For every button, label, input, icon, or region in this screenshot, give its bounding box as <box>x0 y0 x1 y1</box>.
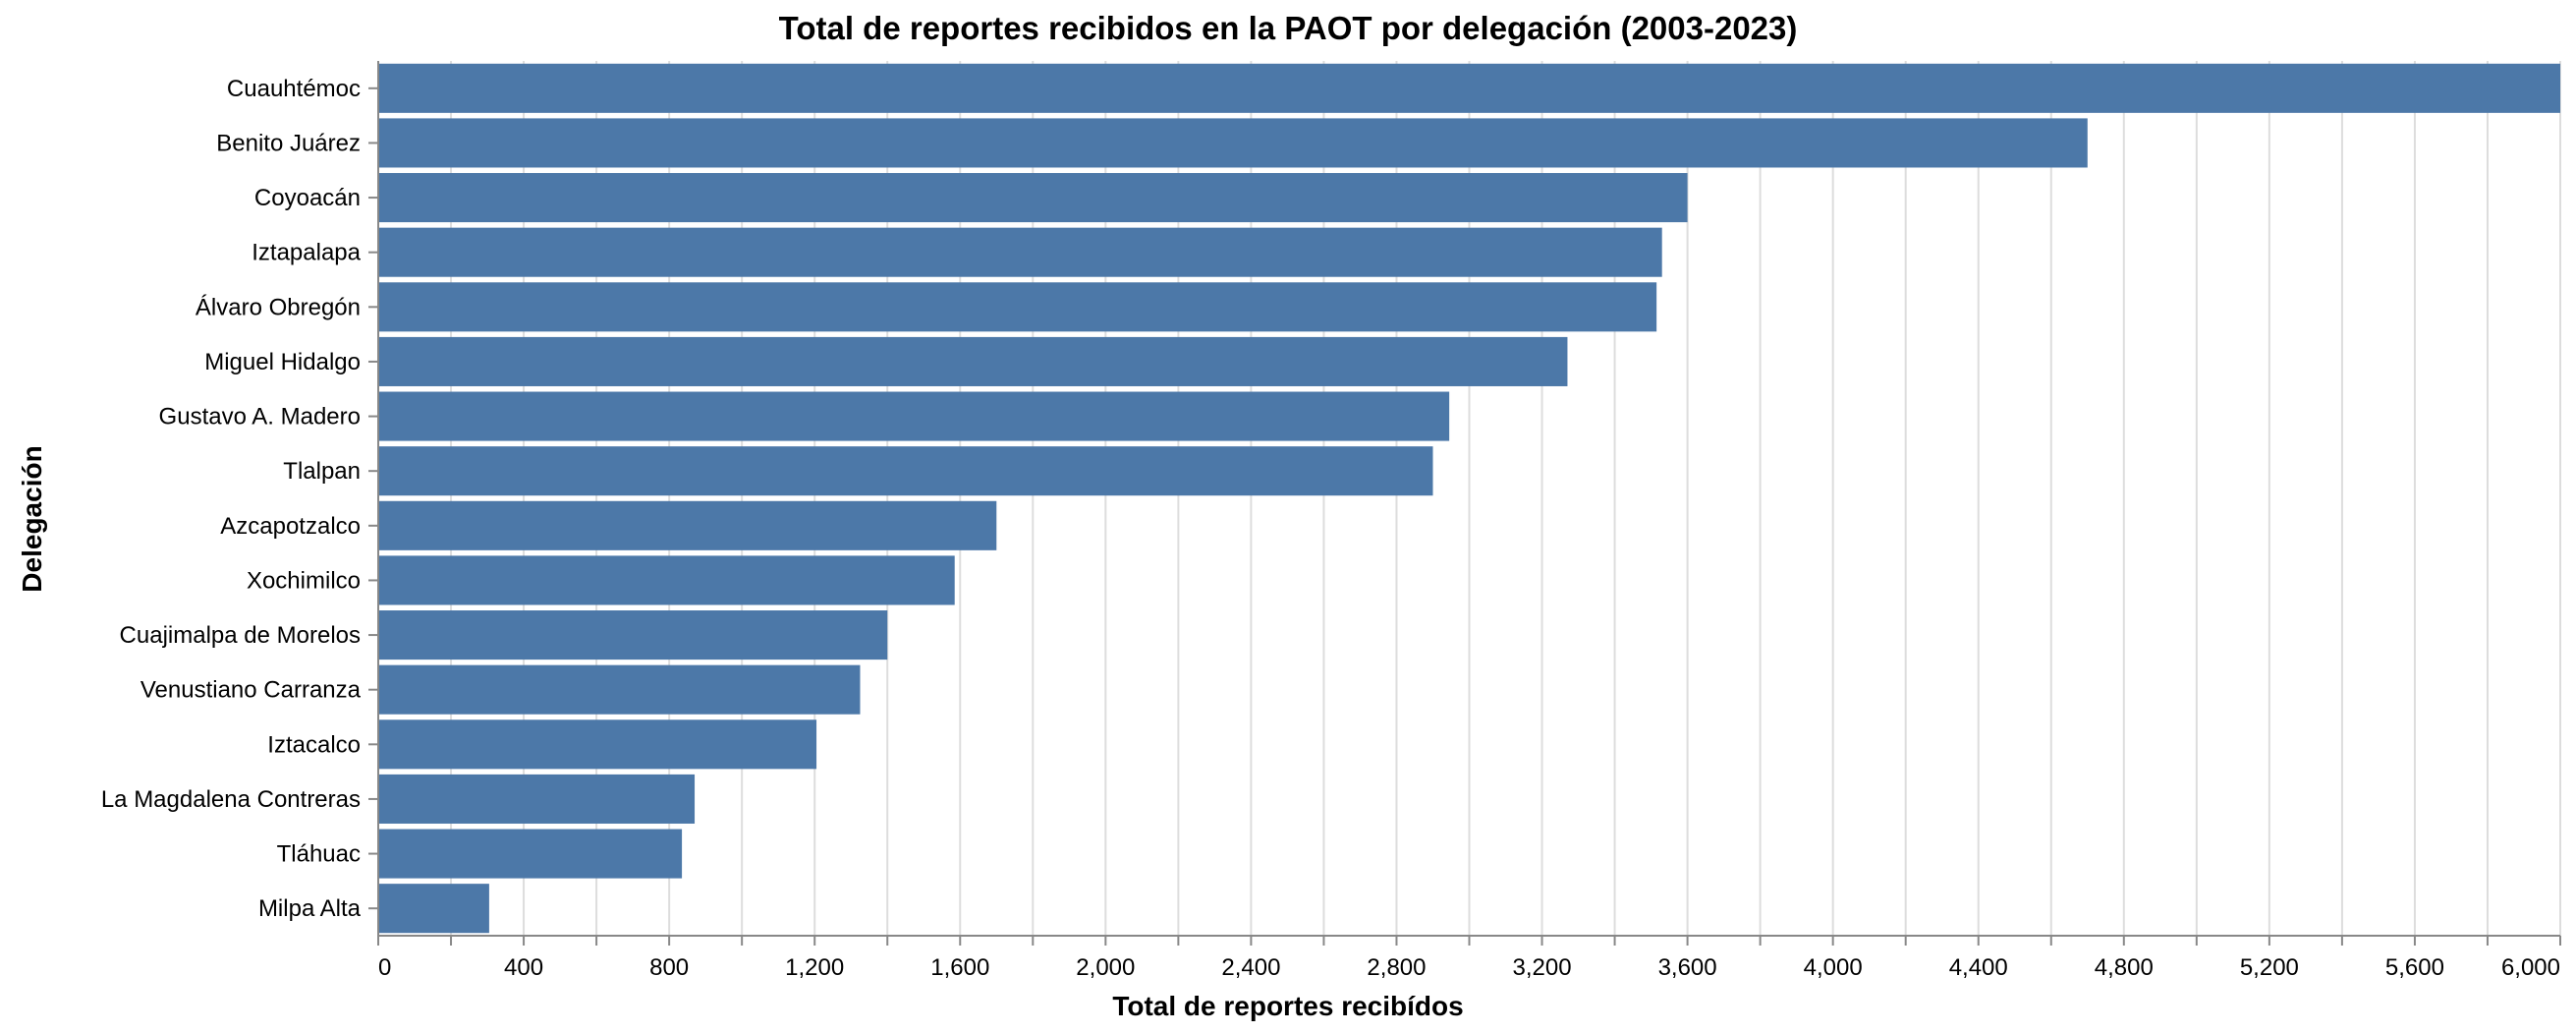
y-tick-label: Xochimilco <box>247 567 361 594</box>
bar <box>378 555 955 605</box>
y-tick-label: Tlalpan <box>283 458 361 485</box>
y-tick-label: Cuauhtémoc <box>227 76 361 102</box>
y-axis-title: Delegación <box>17 445 47 592</box>
x-tick-label: 2,400 <box>1221 954 1280 981</box>
bar <box>378 336 1568 386</box>
bar <box>378 63 2560 113</box>
y-tick-label: Gustavo A. Madero <box>159 404 361 431</box>
y-tick-label: La Magdalena Contreras <box>101 786 361 813</box>
bar <box>378 719 817 770</box>
y-tick-label: Tláhuac <box>277 841 361 868</box>
y-tick-label: Cuajimalpa de Morelos <box>120 622 361 649</box>
y-tick-label: Miguel Hidalgo <box>204 349 361 375</box>
bar <box>378 884 489 934</box>
x-tick-label: 4,000 <box>1804 954 1863 981</box>
x-axis-title: Total de reportes recibídos <box>1112 991 1463 1021</box>
y-tick-label: Álvaro Obregón <box>196 294 361 320</box>
x-tick-label: 2,800 <box>1367 954 1426 981</box>
bar <box>378 391 1450 441</box>
x-axis: 0 400 800 1,200 1,600 2,000 2,400 2,800 3,200 3,6… <box>377 935 2561 981</box>
bar <box>378 829 683 879</box>
x-tick-label: 400 <box>504 954 543 981</box>
bar <box>378 500 997 550</box>
x-tick-label: 2,000 <box>1076 954 1135 981</box>
y-tick-label: Iztapalapa <box>252 240 361 266</box>
bar <box>378 610 888 661</box>
x-tick-label: 1,200 <box>785 954 844 981</box>
bar <box>378 446 1433 496</box>
bar <box>378 227 1662 277</box>
x-tick-label: 5,600 <box>2385 954 2444 981</box>
x-tick-label: 800 <box>649 954 689 981</box>
y-tick-label: Iztacalco <box>267 731 361 758</box>
x-tick-label: 0 <box>378 954 391 981</box>
y-tick-label: Azcapotzalco <box>220 513 361 540</box>
y-tick-label: Milpa Alta <box>258 895 362 922</box>
x-tick-label: 1,600 <box>930 954 989 981</box>
x-tick-label: 4,800 <box>2095 954 2154 981</box>
x-tick-label: 6,000 <box>2501 954 2560 981</box>
x-tick-label: 3,200 <box>1513 954 1572 981</box>
bar <box>378 118 2088 168</box>
y-tick-label: Coyoacán <box>254 185 361 211</box>
x-tick-label: 5,200 <box>2240 954 2299 981</box>
y-tick-label: Benito Juárez <box>216 130 361 156</box>
y-axis: Cuauhtémoc Benito Juárez Coyoacán Iztapalap… <box>101 61 379 936</box>
x-tick-label: 3,600 <box>1658 954 1717 981</box>
bar <box>378 173 1688 223</box>
y-tick-label: Venustiano Carranza <box>140 677 362 704</box>
bar <box>378 774 696 824</box>
chart-title: Total de reportes recibidos en la PAOT p… <box>779 10 1798 46</box>
bar <box>378 282 1657 332</box>
bars <box>378 63 2560 934</box>
bar <box>378 664 861 715</box>
x-tick-label: 4,400 <box>1949 954 2008 981</box>
